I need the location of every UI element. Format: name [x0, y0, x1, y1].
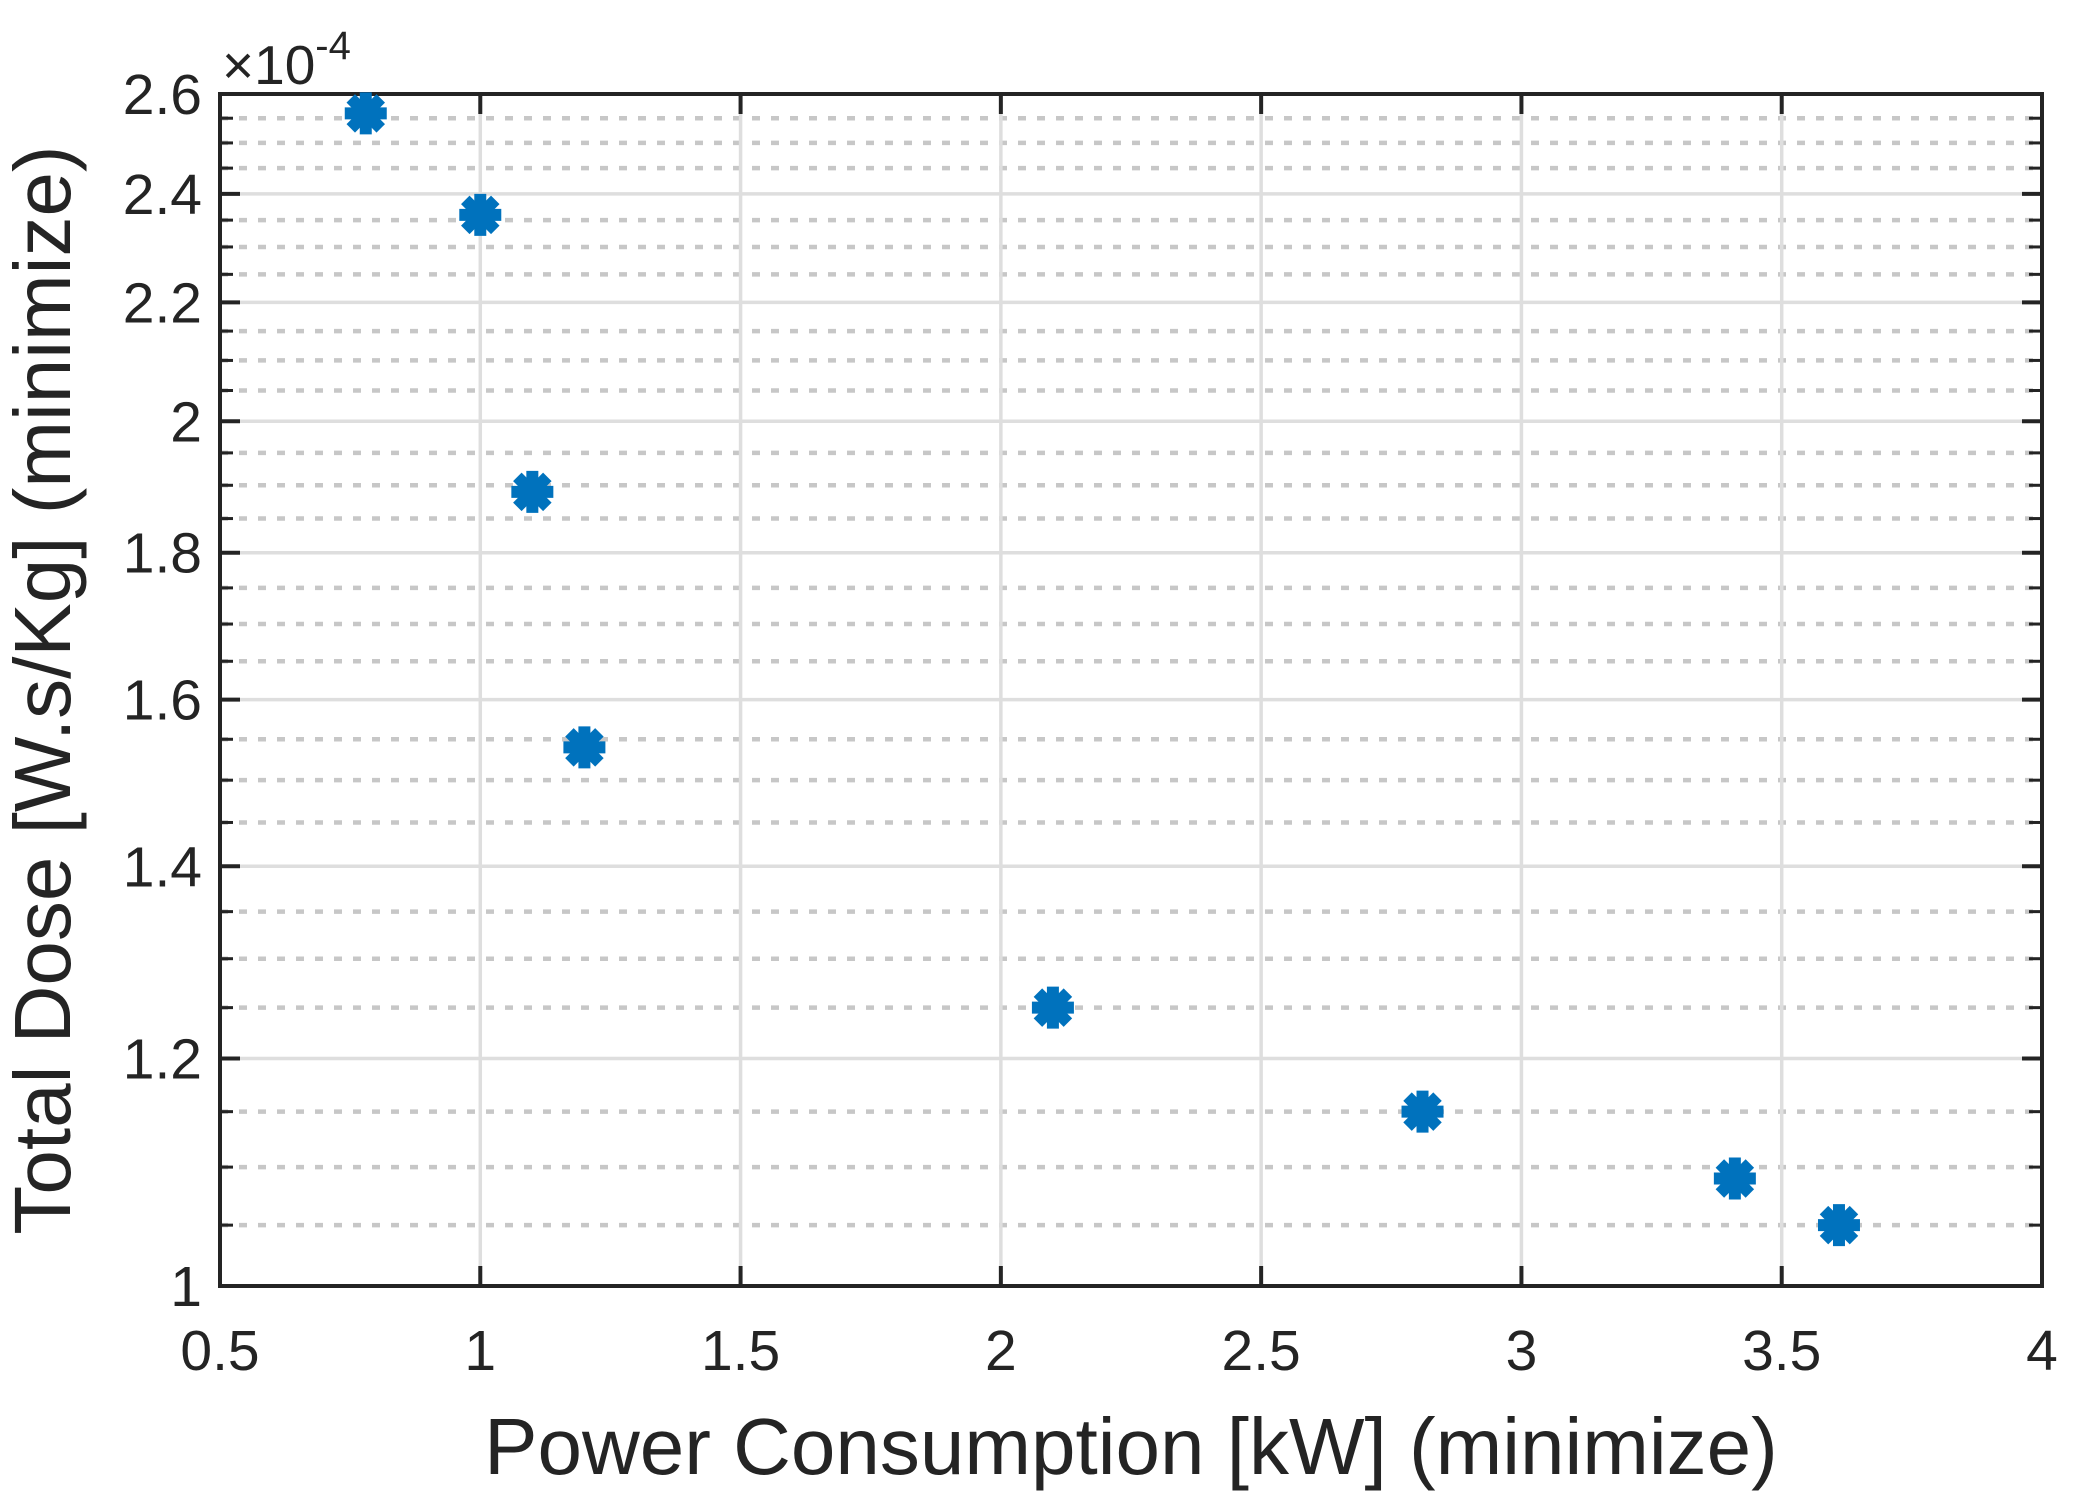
- data-point-marker: [563, 726, 606, 769]
- y-tick-label: 1.8: [123, 522, 202, 586]
- marker-center: [571, 734, 598, 761]
- data-point-marker: [511, 470, 554, 513]
- x-tick-label: 3.5: [1742, 1319, 1821, 1383]
- data-point-marker: [1817, 1204, 1860, 1247]
- x-tick-label: 0.5: [180, 1319, 259, 1383]
- marker-center: [1721, 1165, 1748, 1192]
- data-point-marker: [1713, 1157, 1756, 1200]
- data-point-marker: [1401, 1090, 1444, 1133]
- x-axis-label: Power Consumption [kW] (minimize): [484, 1402, 1778, 1491]
- y-tick-label: 2.6: [123, 63, 202, 127]
- marker-center: [1825, 1212, 1852, 1239]
- y-tick-label: 2.4: [123, 163, 202, 227]
- y-axis-label: Total Dose [W.s/Kg] (minimize): [0, 145, 87, 1234]
- marker-center: [519, 478, 546, 505]
- y-tick-label: 1.6: [123, 669, 202, 733]
- y-tick-label: 2.2: [123, 271, 202, 335]
- marker-center: [1039, 994, 1066, 1021]
- x-tick-label: 2: [985, 1319, 1017, 1383]
- y-tick-label: 1.4: [123, 835, 202, 899]
- x-tick-label: 1.5: [701, 1319, 780, 1383]
- x-tick-label: 4: [2026, 1319, 2058, 1383]
- data-point-marker: [459, 193, 502, 236]
- plot-border: [218, 92, 2044, 1288]
- x-tick-label: 2.5: [1222, 1319, 1301, 1383]
- x-tick-label: 1: [464, 1319, 496, 1383]
- major-gridlines: [220, 94, 2042, 1286]
- marker-center: [352, 100, 379, 127]
- data-point-marker: [1031, 986, 1074, 1029]
- y-tick-labels: 1 1.2 1.4 1.6 1.8 2 2.2 2.4 2.6: [123, 63, 202, 1319]
- data-points: [344, 92, 1860, 1247]
- x-tick-labels: 0.5 1 1.5 2 2.5 3 3.5 4: [180, 1319, 2057, 1383]
- y-axis-exponent: ×10-4: [222, 24, 351, 96]
- x-tick-label: 3: [1506, 1319, 1538, 1383]
- marker-center: [1409, 1098, 1436, 1125]
- marker-center: [467, 201, 494, 228]
- y-tick-label: 2: [170, 390, 202, 454]
- y-tick-label: 1: [170, 1255, 202, 1319]
- y-tick-label: 1.2: [123, 1028, 202, 1092]
- data-point-marker: [344, 92, 387, 135]
